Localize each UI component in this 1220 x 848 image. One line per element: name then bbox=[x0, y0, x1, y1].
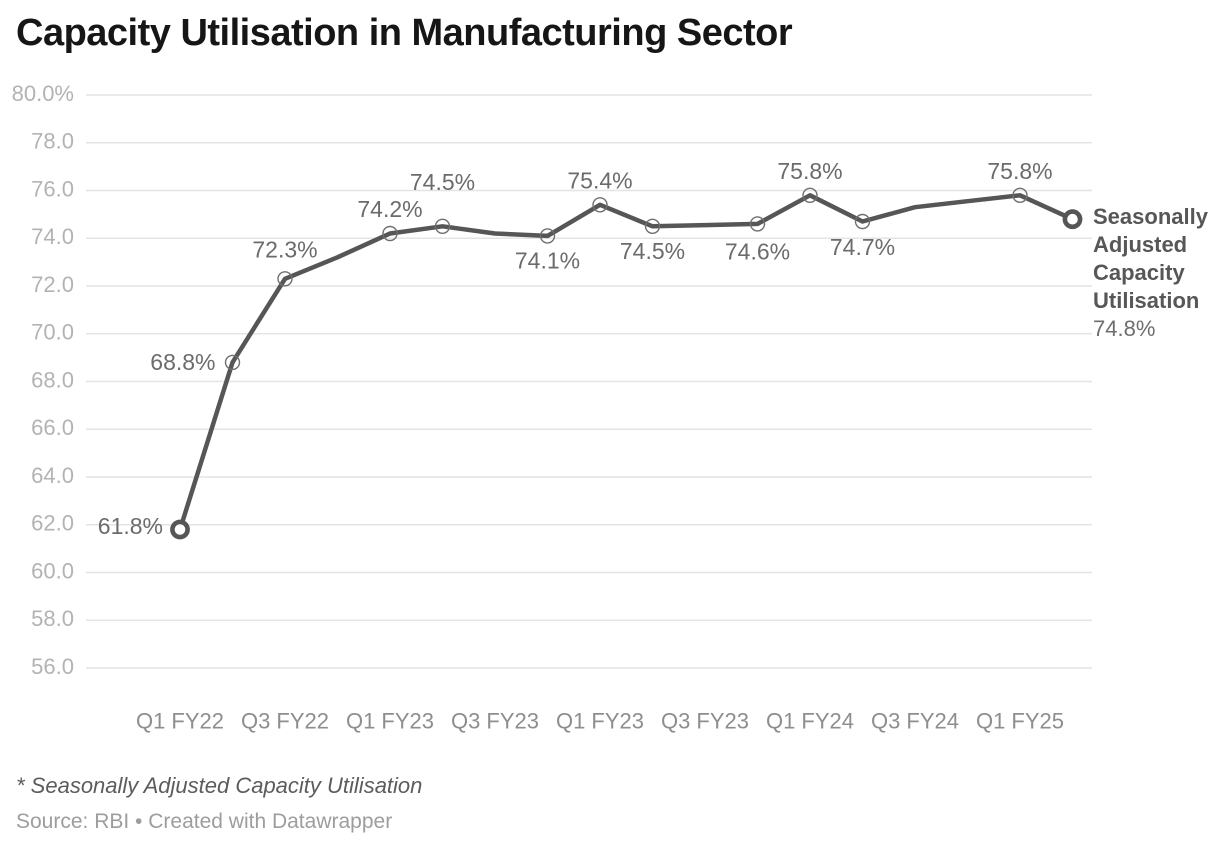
series-line bbox=[177, 193, 1075, 532]
data-value-label: 74.1% bbox=[515, 247, 580, 273]
data-value-label: 75.8% bbox=[987, 158, 1052, 184]
data-point-marker bbox=[224, 354, 241, 371]
y-tick-label: 78.0 bbox=[31, 129, 74, 154]
data-value-label: 68.8% bbox=[150, 349, 215, 375]
y-tick-label: 60.0 bbox=[31, 558, 74, 583]
data-value-label: 74.5% bbox=[620, 238, 685, 264]
x-tick-label: Q3 FY22 bbox=[241, 708, 329, 733]
x-tick-label: Q3 FY23 bbox=[451, 708, 539, 733]
footnote-text: * Seasonally Adjusted Capacity Utilisati… bbox=[16, 773, 423, 798]
x-tick-label: Q1 FY25 bbox=[976, 708, 1064, 733]
y-tick-label: 62.0 bbox=[31, 511, 74, 536]
data-value-label: 75.8% bbox=[777, 158, 842, 184]
series-name-label: Seasonally Adjusted Capacity Utilisation bbox=[1093, 204, 1208, 313]
y-tick-label: 74.0 bbox=[31, 224, 74, 249]
data-value-label: 72.3% bbox=[252, 236, 317, 262]
y-tick-label: 70.0 bbox=[31, 320, 74, 345]
y-tick-label: 72.0 bbox=[31, 272, 74, 297]
data-value-label: 74.7% bbox=[830, 234, 895, 260]
data-value-label: 61.8% bbox=[98, 513, 163, 539]
y-tick-label: 76.0 bbox=[31, 176, 74, 201]
y-tick-label: 68.0 bbox=[31, 367, 74, 392]
data-point-marker bbox=[802, 187, 818, 204]
y-tick-label: 64.0 bbox=[31, 463, 74, 488]
x-tick-label: Q1 FY24 bbox=[766, 708, 854, 733]
y-tick-label: 66.0 bbox=[31, 415, 74, 440]
data-point-marker-large bbox=[1062, 209, 1083, 230]
data-point-marker bbox=[749, 216, 766, 232]
data-point-marker bbox=[434, 218, 451, 235]
chart-title: Capacity Utilisation in Manufacturing Se… bbox=[16, 12, 793, 54]
data-point-marker bbox=[854, 213, 871, 230]
x-tick-label: Q1 FY23 bbox=[346, 708, 434, 733]
x-tick-label: Q3 FY24 bbox=[871, 708, 959, 733]
data-point-marker bbox=[1012, 187, 1028, 204]
series-legend: Seasonally Adjusted Capacity Utilisation… bbox=[1093, 203, 1220, 343]
y-tick-label: 56.0 bbox=[31, 654, 74, 679]
data-point-marker bbox=[277, 271, 293, 287]
x-tick-label: Q3 FY23 bbox=[661, 708, 749, 733]
x-tick-label: Q1 FY23 bbox=[556, 708, 644, 733]
line-chart-svg: 80.0% 78.0 76.0 74.0 72.0 70.0 68.0 66.0 64.0 62.… bbox=[12, 81, 1092, 733]
x-tick-label: Q1 FY22 bbox=[136, 708, 224, 733]
source-text: Source: RBI • Created with Datawrapper bbox=[16, 810, 393, 833]
data-point-marker bbox=[539, 228, 556, 244]
series-end-value: 74.8% bbox=[1093, 316, 1156, 341]
data-point-marker bbox=[592, 197, 608, 213]
data-point-marker bbox=[382, 225, 398, 242]
data-value-label: 74.6% bbox=[725, 238, 790, 264]
data-value-label: 74.2% bbox=[357, 196, 422, 222]
data-value-label: 75.4% bbox=[567, 167, 632, 193]
data-point-marker-large bbox=[170, 519, 190, 540]
y-tick-label: 80.0% bbox=[12, 81, 74, 106]
data-point-marker bbox=[644, 218, 661, 235]
data-value-label: 74.5% bbox=[410, 169, 475, 195]
y-tick-label: 58.0 bbox=[31, 606, 74, 631]
